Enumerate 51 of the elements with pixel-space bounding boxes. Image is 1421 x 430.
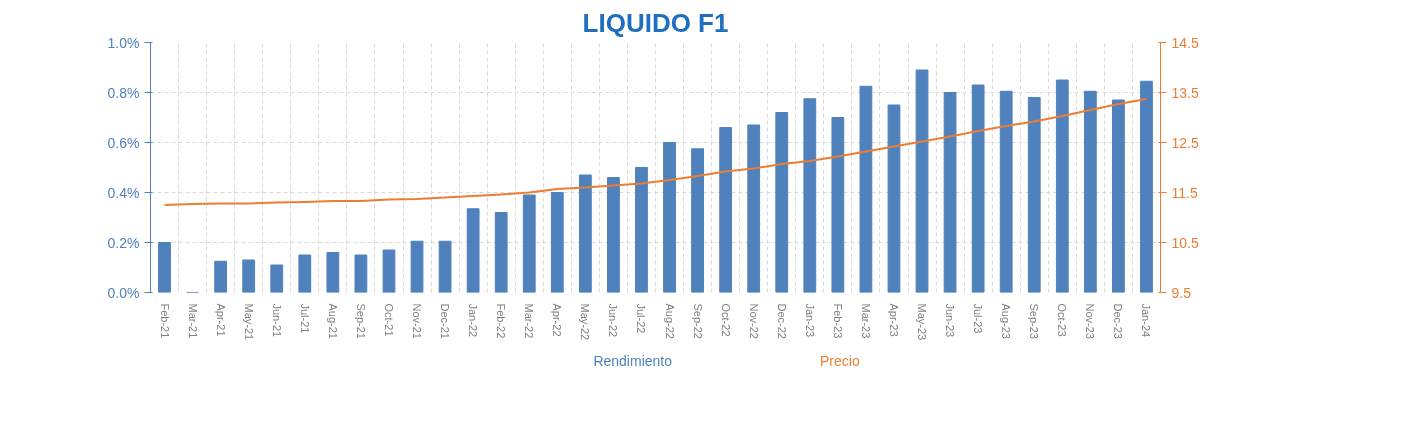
x-tick-label: Oct-22 <box>719 303 732 337</box>
text: Precio <box>820 352 860 369</box>
x-tick-label: Aug-23 <box>1000 303 1013 339</box>
y2-tick-label: 13.5 <box>1171 84 1199 101</box>
x-tick-label: Sep-22 <box>691 303 704 339</box>
y-tick-label: 0.6% <box>107 134 140 151</box>
x-tick-label: Aug-21 <box>326 303 339 339</box>
y2-tick-label: 10.5 <box>1171 234 1199 251</box>
chart-title: LIQUIDO F1 <box>582 7 729 38</box>
x-tick-label: Jun-21 <box>270 303 283 338</box>
x-tick-label: Mar-23 <box>859 303 872 339</box>
x-tick-label: Nov-23 <box>1084 303 1097 339</box>
x-tick-label: Jan-23 <box>803 303 816 338</box>
x-tick-label: Sep-23 <box>1028 303 1041 339</box>
y-tick-label: 1.0% <box>107 34 140 51</box>
y2-tick-label: 14.5 <box>1171 34 1199 51</box>
x-tick-label: Sep-21 <box>354 303 367 339</box>
x-tick-label: Jul-23 <box>972 303 985 334</box>
x-tick-label: Jan-22 <box>467 303 480 338</box>
y2-tick-label: 12.5 <box>1171 134 1199 151</box>
x-tick-label: Jul-21 <box>298 303 311 334</box>
x-tick-label: May-22 <box>579 303 592 341</box>
y-tick-label: 0.2% <box>107 234 140 251</box>
x-tick-label: Mar-21 <box>186 303 199 339</box>
y-tick-label: 0.4% <box>107 184 140 201</box>
y2-tick-label: 9.5 <box>1171 284 1192 301</box>
x-tick-label: Feb-23 <box>831 303 844 339</box>
x-tick-label: Apr-23 <box>887 303 900 337</box>
y2-tick-label: 11.5 <box>1171 184 1198 201</box>
x-tick-label: Feb-21 <box>158 303 171 339</box>
x-tick-label: Nov-21 <box>411 303 424 339</box>
x-tick-label: Feb-22 <box>495 303 508 339</box>
x-tick-label: May-23 <box>916 303 929 341</box>
x-tick-label: Mar-22 <box>523 303 536 339</box>
text: Rendimiento <box>593 352 673 369</box>
x-tick-label: Jul-22 <box>635 303 648 334</box>
x-tick-label: Dec-23 <box>1112 303 1125 339</box>
x-tick-label: Oct-21 <box>382 303 395 337</box>
x-tick-label: Dec-22 <box>775 303 788 339</box>
x-tick-label: Aug-22 <box>663 303 676 339</box>
x-tick-label: Nov-22 <box>747 303 760 339</box>
x-tick-label: Apr-21 <box>214 303 227 337</box>
x-tick-label: Jan-24 <box>1140 303 1153 338</box>
x-tick-label: Jun-22 <box>607 303 620 338</box>
y-tick-label: 0.8% <box>107 84 140 101</box>
x-tick-label: Jun-23 <box>944 303 957 338</box>
x-tick-label: May-21 <box>242 303 255 341</box>
x-tick-label: Dec-21 <box>439 303 452 339</box>
x-tick-label: Oct-23 <box>1056 303 1069 337</box>
x-tick-label: Apr-22 <box>551 303 564 337</box>
y-tick-label: 0.0% <box>107 284 140 301</box>
